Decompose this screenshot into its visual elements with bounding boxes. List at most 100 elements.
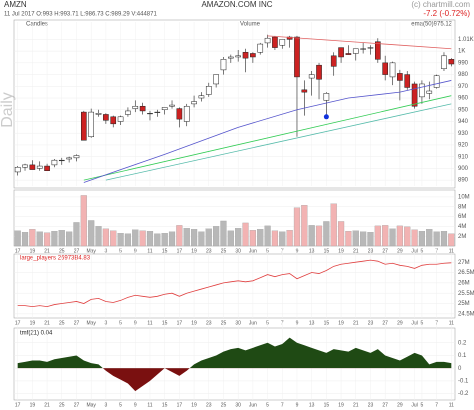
x-tick-label: 27	[382, 402, 388, 408]
x-tick-label: 17	[177, 402, 183, 408]
y-tick-label: 25M	[458, 301, 470, 307]
candle-body	[316, 64, 322, 80]
volume-bar	[337, 221, 345, 247]
candle-body	[352, 48, 359, 54]
candle-body	[338, 47, 344, 58]
y-tick-label: 910	[458, 154, 469, 160]
candle-body	[103, 114, 109, 121]
volume-bar	[411, 229, 418, 247]
volume-bar	[51, 231, 58, 247]
x-tick-label: 11	[147, 402, 152, 408]
candle-body	[213, 74, 219, 85]
volume-bar	[198, 231, 205, 247]
price-panel	[13, 19, 456, 189]
volume-bar	[80, 195, 87, 247]
candle-body	[426, 90, 433, 94]
candle-body	[183, 105, 190, 122]
candle-body	[220, 59, 227, 71]
candle-body	[279, 39, 286, 46]
y-tick-label: 0.2	[458, 340, 467, 346]
volume-bar	[382, 225, 389, 247]
candle-body	[301, 89, 308, 93]
y-tick-label: 27M	[458, 260, 470, 266]
candle-body	[117, 116, 124, 122]
y-tick-label: 900	[458, 166, 469, 172]
candle-body	[139, 105, 146, 112]
volume-bar	[315, 225, 323, 247]
volume-bar	[396, 225, 403, 247]
candle-body	[308, 74, 315, 79]
candle-body	[448, 59, 455, 65]
volume-bar	[205, 228, 212, 247]
x-tick-label: 5	[119, 402, 122, 408]
candle-body	[367, 47, 374, 49]
volume-bar	[323, 221, 330, 247]
x-tick-label: 7	[435, 402, 438, 408]
volume-bar	[293, 207, 301, 247]
volume-bar	[139, 230, 146, 247]
volume-bar	[249, 230, 256, 247]
volume-bar	[440, 231, 448, 247]
volume-bar	[154, 233, 161, 247]
candle-body	[389, 62, 396, 78]
x-tick-label: 25	[221, 402, 227, 408]
volume-panel	[13, 189, 456, 247]
chart-title: AMAZON.COM INC	[201, 0, 272, 9]
volume-bar	[418, 231, 426, 247]
trend-line	[83, 95, 452, 181]
candle-body	[404, 74, 411, 88]
symbol: AMZN	[4, 0, 27, 9]
tmf-area-negative	[17, 368, 452, 392]
x-tick-label: Jul	[411, 402, 417, 408]
volume-bar	[21, 232, 29, 247]
volume-bar	[102, 228, 109, 247]
volume-bar	[29, 229, 36, 247]
y-tick-label: 10M	[458, 194, 470, 200]
y-tick-label: 2M	[458, 234, 466, 240]
volume-bar	[242, 222, 249, 247]
volume-bar	[279, 231, 286, 247]
volume-bar	[308, 225, 315, 247]
volume-bar	[301, 205, 308, 247]
candle-body	[51, 159, 58, 166]
y-tick-label: 8M	[458, 204, 466, 210]
y-tick-label: 26.5M	[458, 270, 474, 276]
candle-body	[441, 55, 447, 69]
x-tick-label: 3	[104, 402, 107, 408]
volume-bar	[146, 231, 154, 247]
candle-body	[235, 55, 241, 58]
candle-body	[29, 164, 36, 170]
legend-item: ema(50)975.12	[411, 22, 452, 28]
legend-item: Candles	[26, 22, 48, 28]
volume-bar	[448, 233, 455, 247]
x-tick-label: 15	[162, 402, 168, 408]
x-tick-label: 27	[74, 402, 80, 408]
candle-body	[228, 56, 234, 59]
y-tick-label: 990	[458, 60, 469, 66]
volume-bar	[360, 231, 367, 247]
volume-bar	[117, 233, 124, 247]
candle-body	[198, 95, 205, 99]
y-tick-label: 6M	[458, 214, 466, 220]
panel-title: large_players 26973B4.83	[20, 256, 91, 262]
volume-bar	[367, 232, 374, 247]
candle-body	[205, 86, 212, 95]
volume-bar	[389, 228, 396, 247]
tmf-area-positive	[17, 337, 452, 369]
large-players-panel	[13, 253, 456, 319]
volume-bar	[176, 225, 183, 247]
candle-body	[154, 111, 161, 113]
y-tick-label: 24.5M	[458, 311, 474, 317]
candle-body	[433, 75, 440, 88]
large-players-line	[17, 259, 452, 308]
x-tick-label: 7	[281, 402, 284, 408]
candle-body	[375, 41, 381, 60]
y-tick-label: 4M	[458, 224, 466, 230]
y-tick-label: 0	[458, 366, 462, 372]
candle-body	[257, 43, 264, 53]
volume-bar	[132, 229, 139, 247]
candle-body	[345, 53, 352, 55]
candle-body	[176, 108, 183, 120]
x-tick-label: 5	[421, 402, 424, 408]
